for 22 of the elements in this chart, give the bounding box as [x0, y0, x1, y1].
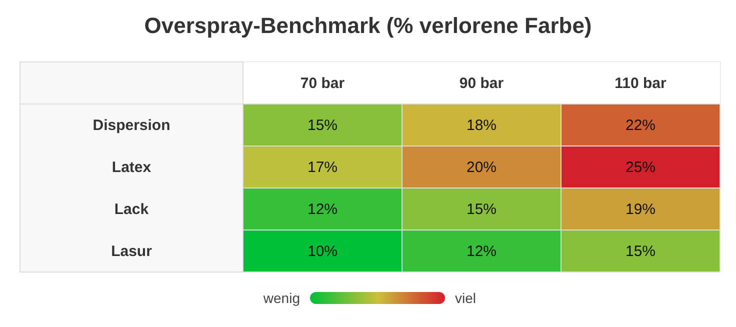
- data-label: 15%: [307, 117, 338, 134]
- data-label: 10%: [307, 243, 338, 260]
- text: viel: [455, 290, 476, 306]
- data-label: 20%: [466, 159, 497, 176]
- data-label: 25%: [625, 159, 656, 176]
- x-tick-label: 90 bar: [459, 75, 504, 92]
- data-label: 19%: [625, 201, 656, 218]
- data-label: 22%: [625, 117, 656, 134]
- y-tick-label: Lack: [114, 201, 150, 218]
- data-label: 12%: [307, 201, 338, 218]
- x-tick-label: 70 bar: [300, 75, 345, 92]
- data-label: 12%: [466, 243, 497, 260]
- x-tick-label: 110 bar: [614, 75, 667, 92]
- data-label: 15%: [466, 201, 497, 218]
- data-label: 15%: [625, 243, 656, 260]
- y-tick-label: Dispersion: [92, 117, 170, 134]
- text: wenig: [262, 290, 300, 306]
- chart-title: Overspray-Benchmark (% verlorene Farbe): [144, 13, 592, 38]
- y-tick-label: Latex: [112, 159, 152, 176]
- data-label: 18%: [466, 117, 497, 134]
- data-label: 17%: [307, 159, 338, 176]
- y-tick-label: Lasur: [111, 243, 152, 260]
